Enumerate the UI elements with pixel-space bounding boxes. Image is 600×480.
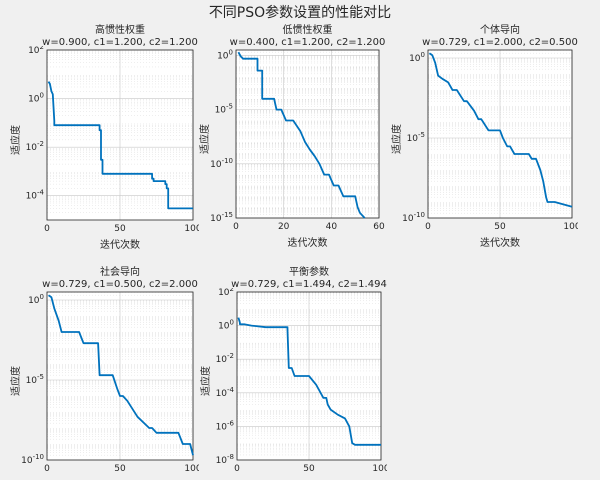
figure-title: 不同PSO参数设置的性能对比 [208, 5, 392, 21]
y-tick-label: 10-5 [407, 131, 425, 144]
y-tick-label: 10-6 [216, 419, 235, 432]
y-tick-label: 102 [28, 46, 44, 56]
y-tick-label: 100 [28, 293, 44, 306]
x-tick-label: 100 [184, 224, 199, 234]
x-tick-label: 0 [234, 464, 240, 474]
x-tick-label: 0 [233, 222, 239, 232]
series-line [237, 317, 381, 446]
subplot-axes: 100 10-5 10-100 50 100 [21, 291, 199, 474]
x-axis-label: 迭代次数 [287, 238, 328, 249]
y-tick-label: 100 [409, 51, 425, 64]
y-tick-label: 10-15 [210, 211, 233, 224]
x-tick-label: 100 [372, 464, 387, 474]
subplot-params: w=0.729, c1=0.500, c2=2.000 [42, 279, 198, 290]
y-tick-label: 10-4 [26, 189, 45, 202]
x-tick-label: 0 [425, 222, 431, 232]
y-axis-label: 适应度 [200, 124, 211, 154]
subplot-axes: 100 10-5 10-10 10-150 20 40 60 [210, 48, 385, 232]
subplot-title: 低惯性权重 [282, 25, 333, 36]
subplot-title: 个体导向 [480, 25, 520, 36]
subplot-params: w=0.729, c1=1.494, c2=1.494 [231, 279, 387, 290]
subplot-title: 高惯性权重 [95, 25, 145, 36]
x-tick-label: 60 [373, 222, 385, 232]
y-tick-label: 10-4 [216, 386, 235, 399]
y-tick-label: 10-5 [26, 373, 44, 386]
y-tick-label: 100 [218, 319, 234, 332]
y-tick-label: 100 [28, 92, 44, 105]
y-axis-label: 适应度 [201, 366, 212, 396]
y-tick-label: 10-5 [215, 103, 233, 116]
x-tick-label: 100 [563, 222, 578, 232]
y-tick-label: 10-10 [21, 453, 44, 466]
x-tick-label: 0 [44, 224, 50, 234]
series-line [428, 52, 573, 208]
x-tick-label: 100 [184, 464, 199, 474]
y-axis-label: 适应度 [11, 366, 22, 396]
x-tick-label: 20 [278, 222, 290, 232]
x-axis-label: 迭代次数 [100, 240, 140, 251]
y-tick-label: 102 [218, 288, 234, 298]
x-tick-label: 50 [114, 464, 126, 474]
subplot-axes: 100 10-5 10-100 50 100 [402, 49, 578, 232]
x-tick-label: 40 [326, 222, 338, 232]
subplot-axes: 102 100 10-2 10-4 0 50 100 [26, 46, 199, 234]
subplot-params: w=0.900, c1=1.200, c2=1.200 [42, 37, 198, 48]
x-tick-label: 0 [44, 464, 50, 474]
y-tick-label: 10-10 [210, 157, 233, 170]
x-tick-label: 50 [114, 224, 126, 234]
y-axis-label: 适应度 [392, 124, 403, 154]
subplot-params: w=0.729, c1=2.000, c2=0.500 [422, 37, 578, 48]
subplot-params: w=0.400, c1=1.200, c2=1.200 [229, 37, 386, 48]
subplot-axes: 102 100 10-2 10-4 10-6 10-80 50 100 [216, 288, 387, 474]
series-line [47, 81, 193, 210]
x-axis-label: 迭代次数 [480, 238, 520, 249]
y-tick-label: 10-2 [216, 352, 234, 365]
x-tick-label: 50 [494, 222, 506, 232]
subplot-title: 社会导向 [100, 267, 140, 278]
y-tick-label: 100 [217, 48, 233, 61]
x-tick-label: 50 [303, 464, 315, 474]
y-tick-label: 10-10 [402, 211, 425, 224]
y-tick-label: 10-2 [26, 140, 44, 153]
series-line [47, 294, 194, 456]
subplot-title: 平衡参数 [289, 267, 329, 278]
series-line [237, 51, 366, 219]
y-tick-label: 10-8 [216, 453, 234, 466]
y-axis-label: 适应度 [11, 125, 22, 155]
